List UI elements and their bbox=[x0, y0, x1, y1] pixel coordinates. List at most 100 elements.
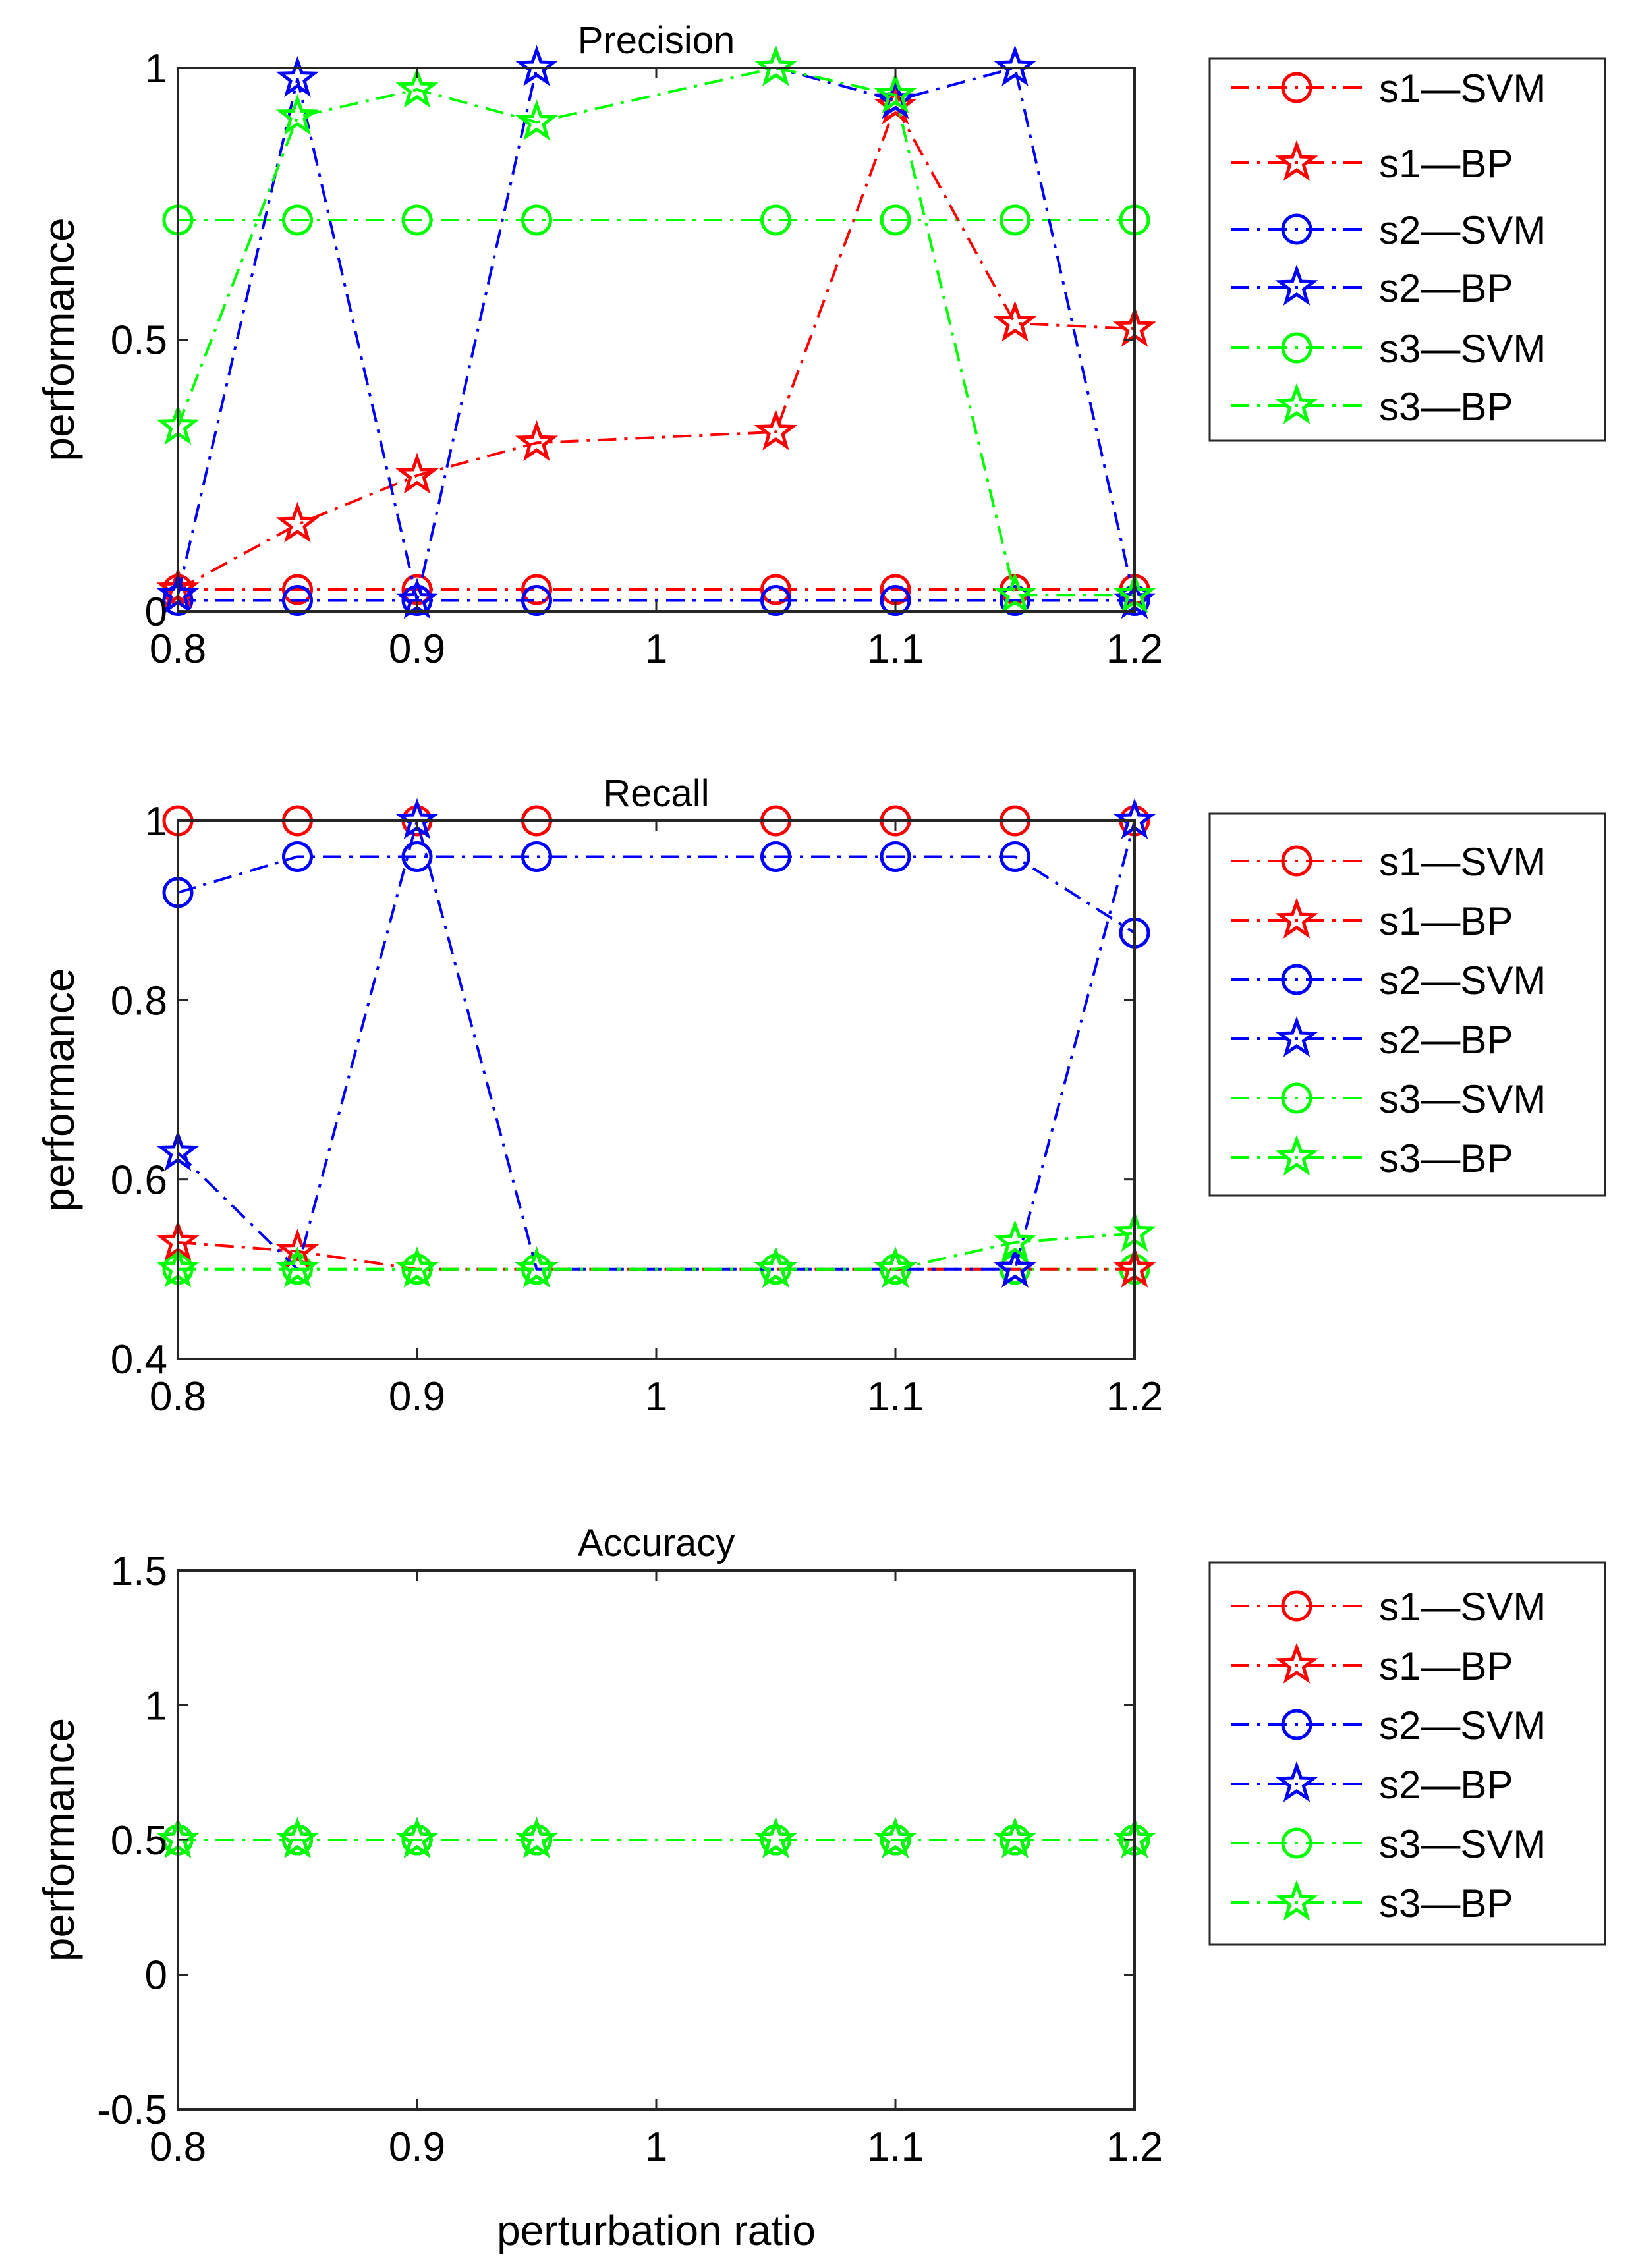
legend-label: s1—BP bbox=[1379, 1644, 1513, 1688]
data-point-s2-svm bbox=[401, 841, 433, 872]
legend-item: s3—BP bbox=[1231, 1879, 1513, 1925]
data-point-s2-svm bbox=[282, 585, 313, 616]
data-point-s3-bp bbox=[275, 1817, 320, 1858]
legend-marker bbox=[1275, 1879, 1318, 1921]
legend-box bbox=[1208, 57, 1606, 442]
legend-item: s3—SVM bbox=[1231, 1077, 1546, 1121]
legend-marker bbox=[1275, 264, 1318, 306]
data-point-s3-bp bbox=[515, 1817, 559, 1858]
data-point-s3-svm bbox=[760, 204, 791, 236]
data-point-s2-svm bbox=[760, 841, 791, 872]
x-tick-label: 0.8 bbox=[150, 626, 206, 672]
data-point-s2-svm bbox=[760, 585, 791, 616]
data-point-s3-bp bbox=[395, 1817, 439, 1858]
data-point-s3-bp bbox=[993, 572, 1037, 614]
data-point-s1-bp bbox=[993, 300, 1037, 342]
data-point-s3-bp bbox=[993, 1817, 1037, 1858]
data-point-s2-bp bbox=[275, 56, 320, 97]
plot-area bbox=[178, 68, 1135, 611]
y-tick-label: 1 bbox=[145, 799, 167, 844]
data-point-s1-bp bbox=[754, 409, 798, 451]
legend-label: s1—BP bbox=[1379, 142, 1513, 186]
legend-marker bbox=[1281, 1709, 1312, 1740]
legend-item: s2—SVM bbox=[1231, 1703, 1546, 1748]
legend-marker bbox=[1275, 1761, 1318, 1802]
data-point-s2-svm bbox=[521, 841, 552, 872]
series-line-s3-bp bbox=[178, 1232, 1135, 1271]
data-point-s2-svm bbox=[1000, 841, 1030, 872]
chart-title: Recall bbox=[603, 772, 709, 815]
data-point-s1-bp bbox=[275, 501, 320, 543]
y-axis-label: performance bbox=[34, 1718, 83, 1962]
data-point-s3-bp bbox=[395, 67, 439, 108]
plot-area bbox=[178, 821, 1135, 1359]
chart-recall: 0.8 0.9 1 1.1 1.2 0.4 0.6 0.8 1 Recall performance… bbox=[34, 772, 1606, 1420]
data-point-s2-svm bbox=[880, 585, 911, 616]
legend-item: s2—BP bbox=[1231, 264, 1513, 310]
legend-marker bbox=[1275, 1642, 1318, 1684]
data-point-s3-bp bbox=[874, 1246, 917, 1288]
data-point-s1-bp bbox=[515, 420, 559, 462]
data-point-s3-svm bbox=[880, 204, 911, 236]
y-tick-label: 1.5 bbox=[111, 1549, 167, 1594]
y-tick-label: 0.5 bbox=[111, 318, 167, 364]
legend-label: s3—SVM bbox=[1379, 1077, 1546, 1121]
y-axis-label: performance bbox=[34, 968, 83, 1212]
data-point-s3-bp bbox=[754, 45, 798, 86]
legend-label: s3—SVM bbox=[1379, 327, 1546, 371]
legend-item: s3—BP bbox=[1231, 383, 1513, 429]
chart-precision: 0.8 0.9 1 1.1 1.2 0 0.5 1 Precision performance s1… bbox=[34, 19, 1606, 672]
legend-marker bbox=[1275, 1016, 1318, 1057]
legend-marker bbox=[1281, 964, 1312, 995]
legend-label: s2—SVM bbox=[1379, 1703, 1546, 1748]
data-point-s3-bp bbox=[395, 1246, 439, 1288]
y-tick-label: 0.4 bbox=[111, 1337, 167, 1383]
legend-item: s3—SVM bbox=[1231, 1822, 1546, 1866]
series-line-s3-bp bbox=[177, 66, 1135, 597]
legend: s1—SVM s1—BP s2—SVM s2—BP s3—SVM s3—BP bbox=[1208, 57, 1606, 442]
x-tick-label: 1.2 bbox=[1106, 626, 1163, 672]
data-point-s2-bp bbox=[993, 1246, 1037, 1288]
legend-marker bbox=[1281, 1827, 1312, 1859]
data-point-s3-bp bbox=[275, 1246, 320, 1288]
legend-label: s1—SVM bbox=[1379, 1585, 1546, 1629]
data-point-s3-bp bbox=[275, 94, 320, 136]
legend-label: s2—BP bbox=[1379, 266, 1513, 310]
legend-label: s2—BP bbox=[1379, 1018, 1513, 1062]
x-tick-label: 1 bbox=[645, 626, 667, 672]
legend-item: s1—BP bbox=[1231, 1642, 1513, 1688]
x-tick-label: 1.2 bbox=[1106, 1374, 1163, 1420]
data-point-s3-bp bbox=[874, 72, 917, 114]
data-point-s1-svm bbox=[521, 574, 552, 605]
data-point-s2-bp bbox=[515, 45, 559, 86]
y-tick-label: 0 bbox=[145, 1953, 167, 1999]
data-point-s1-svm bbox=[760, 574, 791, 605]
data-point-s1-svm bbox=[282, 574, 313, 605]
x-tick-label: 0.8 bbox=[150, 2124, 206, 2170]
x-tick-label: 0.9 bbox=[389, 1374, 445, 1420]
x-tick-label: 1.1 bbox=[867, 1374, 924, 1420]
data-point-s2-bp bbox=[993, 45, 1037, 86]
series-s3-bp bbox=[156, 1211, 1156, 1288]
legend-label: s1—BP bbox=[1379, 899, 1513, 943]
legend-item: s1—SVM bbox=[1231, 67, 1546, 111]
legend-item: s3—BP bbox=[1231, 1134, 1513, 1180]
legend-marker bbox=[1281, 845, 1312, 877]
legend-item: s2—SVM bbox=[1231, 958, 1546, 1003]
data-point-s2-svm bbox=[1000, 585, 1030, 616]
data-point-s3-bp bbox=[754, 1246, 798, 1288]
legend-marker bbox=[1281, 72, 1312, 103]
chart-accuracy: 0.8 0.9 1 1.1 1.2 -0.5 0 0.5 1 1.5 Accuracy perform… bbox=[34, 1522, 1606, 2170]
data-point-s3-bp bbox=[874, 1817, 917, 1858]
legend-box bbox=[1208, 812, 1606, 1197]
data-point-s3-svm bbox=[282, 204, 313, 236]
chart-title: Precision bbox=[578, 19, 735, 62]
legend: s1—SVM s1—BP s2—SVM s2—BP s3—SVM s3—BP bbox=[1208, 812, 1606, 1197]
y-tick-label: 0 bbox=[145, 590, 167, 635]
x-tick-label: 1.1 bbox=[867, 626, 924, 672]
data-point-s3-svm bbox=[401, 204, 433, 236]
legend-label: s3—BP bbox=[1379, 1136, 1513, 1180]
legend-item: s3—SVM bbox=[1231, 327, 1546, 371]
data-point-s3-bp bbox=[754, 1817, 798, 1858]
y-tick-label: 1 bbox=[145, 46, 167, 92]
